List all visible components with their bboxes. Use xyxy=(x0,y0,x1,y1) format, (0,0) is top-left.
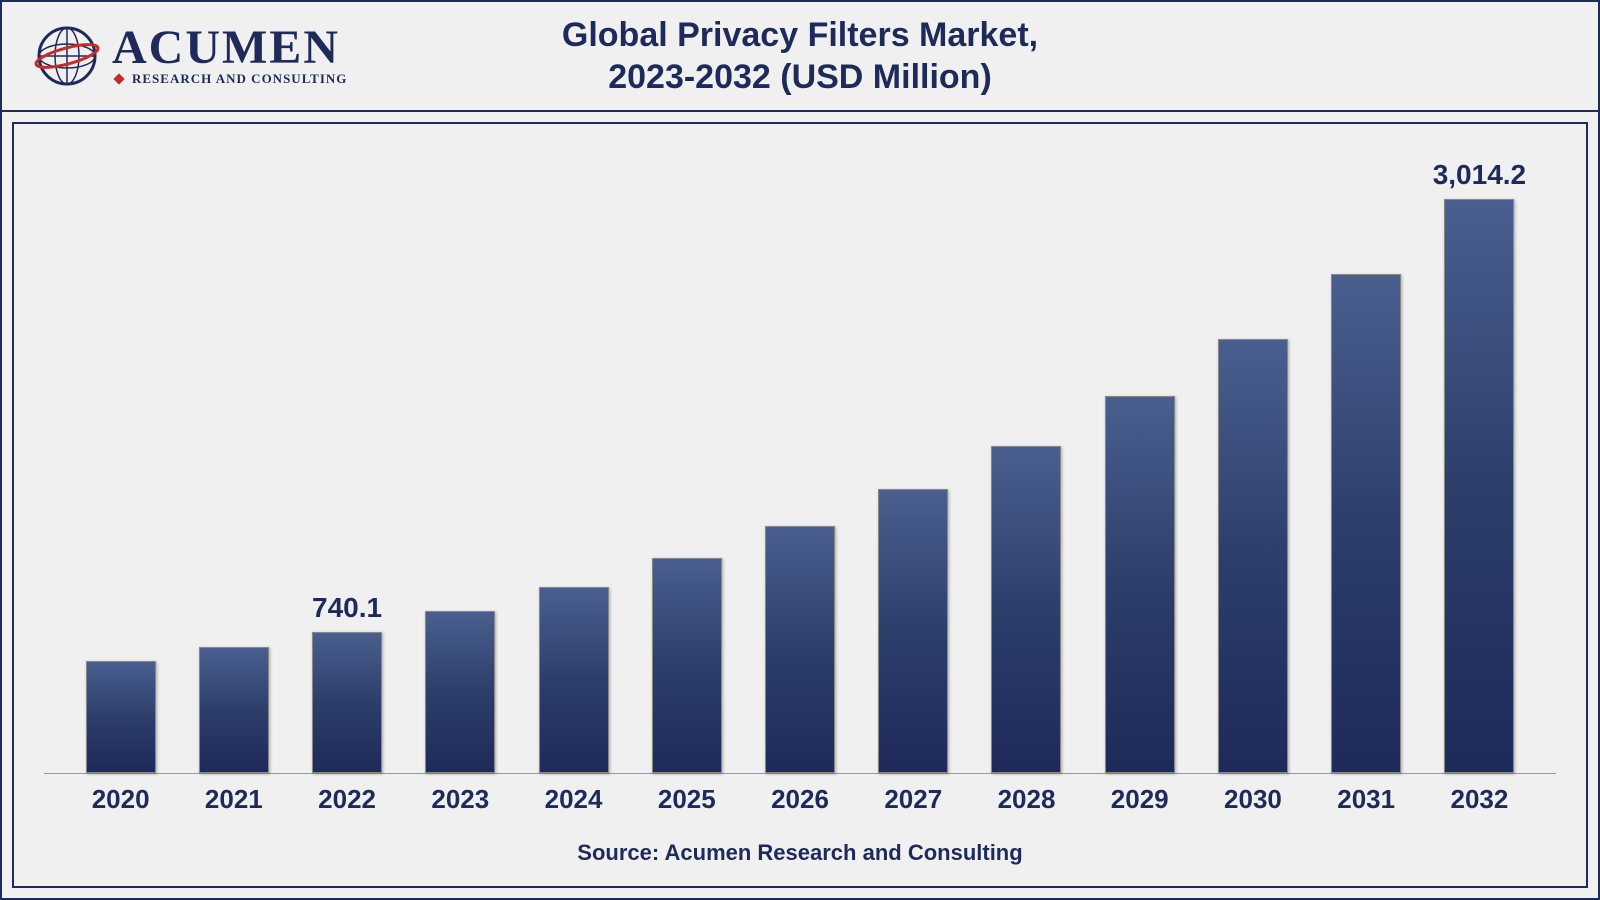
title-line-2: 2023-2032 (USD Million) xyxy=(562,56,1038,99)
bar-value-label: 740.1 xyxy=(312,592,382,624)
bar-value-label: 3,014.2 xyxy=(1433,159,1526,191)
logo-text-block: ACUMEN RESEARCH AND CONSULTING xyxy=(112,25,347,87)
bar xyxy=(1331,274,1401,773)
diamond-icon xyxy=(112,72,126,86)
x-axis-tick-label: 2032 xyxy=(1423,784,1536,815)
logo-name: ACUMEN xyxy=(112,25,340,71)
x-axis-tick-label: 2025 xyxy=(630,784,743,815)
bar xyxy=(312,632,382,773)
bar xyxy=(425,611,495,773)
x-axis-tick-label: 2029 xyxy=(1083,784,1196,815)
bar-slot xyxy=(630,164,743,773)
bar xyxy=(652,558,722,773)
report-card: ACUMEN RESEARCH AND CONSULTING Global Pr… xyxy=(0,0,1600,900)
bar-slot xyxy=(857,164,970,773)
plot-area: 740.1 3,014.2 xyxy=(44,164,1556,774)
x-axis-tick-label: 2021 xyxy=(177,784,290,815)
bar xyxy=(1218,339,1288,773)
x-axis-labels: 2020202120222023202420252026202720282029… xyxy=(44,774,1556,815)
x-axis-tick-label: 2031 xyxy=(1310,784,1423,815)
bar-slot xyxy=(970,164,1083,773)
x-axis-tick-label: 2030 xyxy=(1196,784,1309,815)
bar xyxy=(765,526,835,773)
bar-slot xyxy=(177,164,290,773)
bars-container: 740.1 3,014.2 xyxy=(44,164,1556,774)
bar xyxy=(539,587,609,774)
bar-slot xyxy=(743,164,856,773)
x-axis-tick-label: 2024 xyxy=(517,784,630,815)
bar-slot xyxy=(1310,164,1423,773)
bar xyxy=(199,647,269,773)
bar xyxy=(1444,199,1514,773)
chart-panel: 740.13,014.2 202020212022202320242025202… xyxy=(12,122,1588,888)
bar-slot xyxy=(1083,164,1196,773)
title-line-1: Global Privacy Filters Market, xyxy=(562,14,1038,57)
x-axis-tick-label: 2028 xyxy=(970,784,1083,815)
x-axis-tick-label: 2020 xyxy=(64,784,177,815)
x-axis-tick-label: 2023 xyxy=(404,784,517,815)
x-axis-tick-label: 2022 xyxy=(290,784,403,815)
bar-slot: 740.1 xyxy=(290,164,403,773)
globe-icon xyxy=(32,21,102,91)
bar-slot xyxy=(404,164,517,773)
bar xyxy=(1105,396,1175,773)
logo-tagline: RESEARCH AND CONSULTING xyxy=(132,71,347,87)
company-logo: ACUMEN RESEARCH AND CONSULTING xyxy=(32,21,347,91)
bar xyxy=(878,489,948,773)
bar-slot xyxy=(517,164,630,773)
bar xyxy=(991,446,1061,773)
x-axis-tick-label: 2026 xyxy=(743,784,856,815)
bar xyxy=(86,661,156,773)
source-caption: Source: Acumen Research and Consulting xyxy=(44,815,1556,866)
x-axis-tick-label: 2027 xyxy=(857,784,970,815)
bar-slot xyxy=(64,164,177,773)
bar-slot: 3,014.2 xyxy=(1423,164,1536,773)
bar-slot xyxy=(1196,164,1309,773)
chart-title: Global Privacy Filters Market, 2023-2032… xyxy=(562,14,1038,99)
header-bar: ACUMEN RESEARCH AND CONSULTING Global Pr… xyxy=(2,2,1598,112)
